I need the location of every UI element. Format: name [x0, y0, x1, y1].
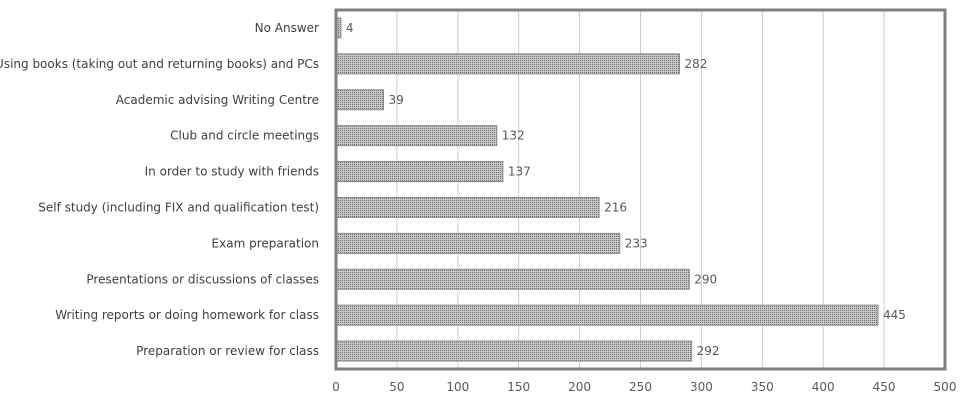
x-tick-label: 250: [629, 380, 652, 394]
category-label: Presentations or discussions of classes: [86, 272, 319, 286]
data-label: 282: [684, 57, 707, 71]
value-labels: 4 282 39 132 137 216 233 290 445 292: [346, 21, 906, 358]
bar: [335, 304, 879, 326]
bar: [335, 268, 690, 290]
data-label: 132: [502, 129, 525, 143]
x-tick-label: 350: [751, 380, 774, 394]
x-tick-label: 450: [873, 380, 896, 394]
data-label: 290: [694, 272, 717, 286]
bar: [335, 196, 600, 218]
category-label: Club and circle meetings: [170, 129, 319, 143]
category-label: Academic advising Writing Centre: [116, 93, 319, 107]
bars: [335, 17, 879, 362]
bar: [335, 232, 621, 254]
category-label: Using books (taking out and returning bo…: [0, 57, 319, 71]
category-labels: No Answer Using books (taking out and ret…: [0, 21, 319, 358]
x-tick-label: 0: [332, 380, 340, 394]
category-label: Self study (including FIX and qualificat…: [38, 200, 319, 214]
bar: [335, 340, 693, 362]
plot-area-border: [334, 8, 947, 371]
bar: [335, 161, 504, 183]
bar: [335, 53, 680, 75]
data-label: 137: [508, 165, 531, 179]
x-axis-ticks: 0 50 100 150 200 250 300 350 400 450 500: [332, 380, 956, 394]
data-label: 233: [625, 236, 648, 250]
category-label: No Answer: [255, 21, 319, 35]
category-label: Writing reports or doing homework for cl…: [55, 308, 319, 322]
x-tick-label: 200: [568, 380, 591, 394]
x-tick-label: 500: [934, 380, 957, 394]
bar: [335, 89, 385, 111]
x-tick-label: 300: [690, 380, 713, 394]
bar: [335, 125, 498, 147]
x-tick-label: 100: [446, 380, 469, 394]
category-label: Preparation or review for class: [136, 344, 319, 358]
x-tick-label: 150: [507, 380, 530, 394]
x-tick-label: 50: [389, 380, 404, 394]
data-label: 216: [604, 200, 627, 214]
data-label: 445: [883, 308, 906, 322]
data-label: 292: [697, 344, 720, 358]
category-label: In order to study with friends: [145, 165, 319, 179]
category-label: Exam preparation: [212, 236, 319, 250]
data-label: 4: [346, 21, 354, 35]
x-tick-label: 400: [812, 380, 835, 394]
data-label: 39: [389, 93, 404, 107]
